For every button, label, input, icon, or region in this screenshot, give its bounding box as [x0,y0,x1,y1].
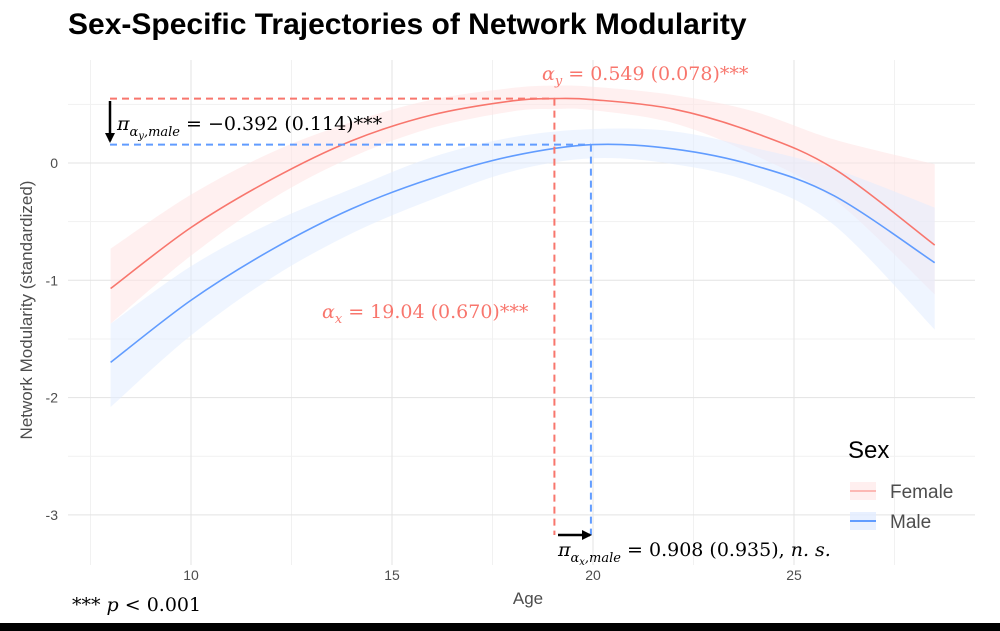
y-tick-label: 0 [50,155,58,171]
x-tick-label: 25 [786,567,802,583]
y-tick-label: -1 [46,272,59,288]
annotation-female-peak-y: αy = 0.549 (0.078)*** [542,63,749,89]
x-tick-label: 20 [585,567,601,583]
legend-title: Sex [848,437,889,464]
x-tick-label: 10 [183,567,199,583]
series-line-male [110,143,936,364]
confidence-band-male [110,128,935,407]
legend-label-male: Male [890,512,931,533]
y-tick-label: -2 [46,390,59,406]
x-axis-title: Age [513,589,543,608]
legend: Sex Female Male [848,437,953,533]
annotation-female-peak-x: αx = 19.04 (0.670)*** [322,301,529,327]
legend-band-female [850,482,876,500]
y-tick-label: -3 [46,507,59,523]
chart-title: Sex-Specific Trajectories of Network Mod… [68,8,747,41]
legend-label-female: Female [890,482,953,503]
bottom-border [0,623,1000,631]
x-tick-label: 15 [384,567,400,583]
reference-lines [110,97,592,535]
tick-labels: 10 15 20 25 0 -1 -2 -3 [46,155,802,583]
y-axis-title: Network Modularity (standardized) [17,181,36,440]
footnote: *** p < 0.001 [72,594,201,616]
